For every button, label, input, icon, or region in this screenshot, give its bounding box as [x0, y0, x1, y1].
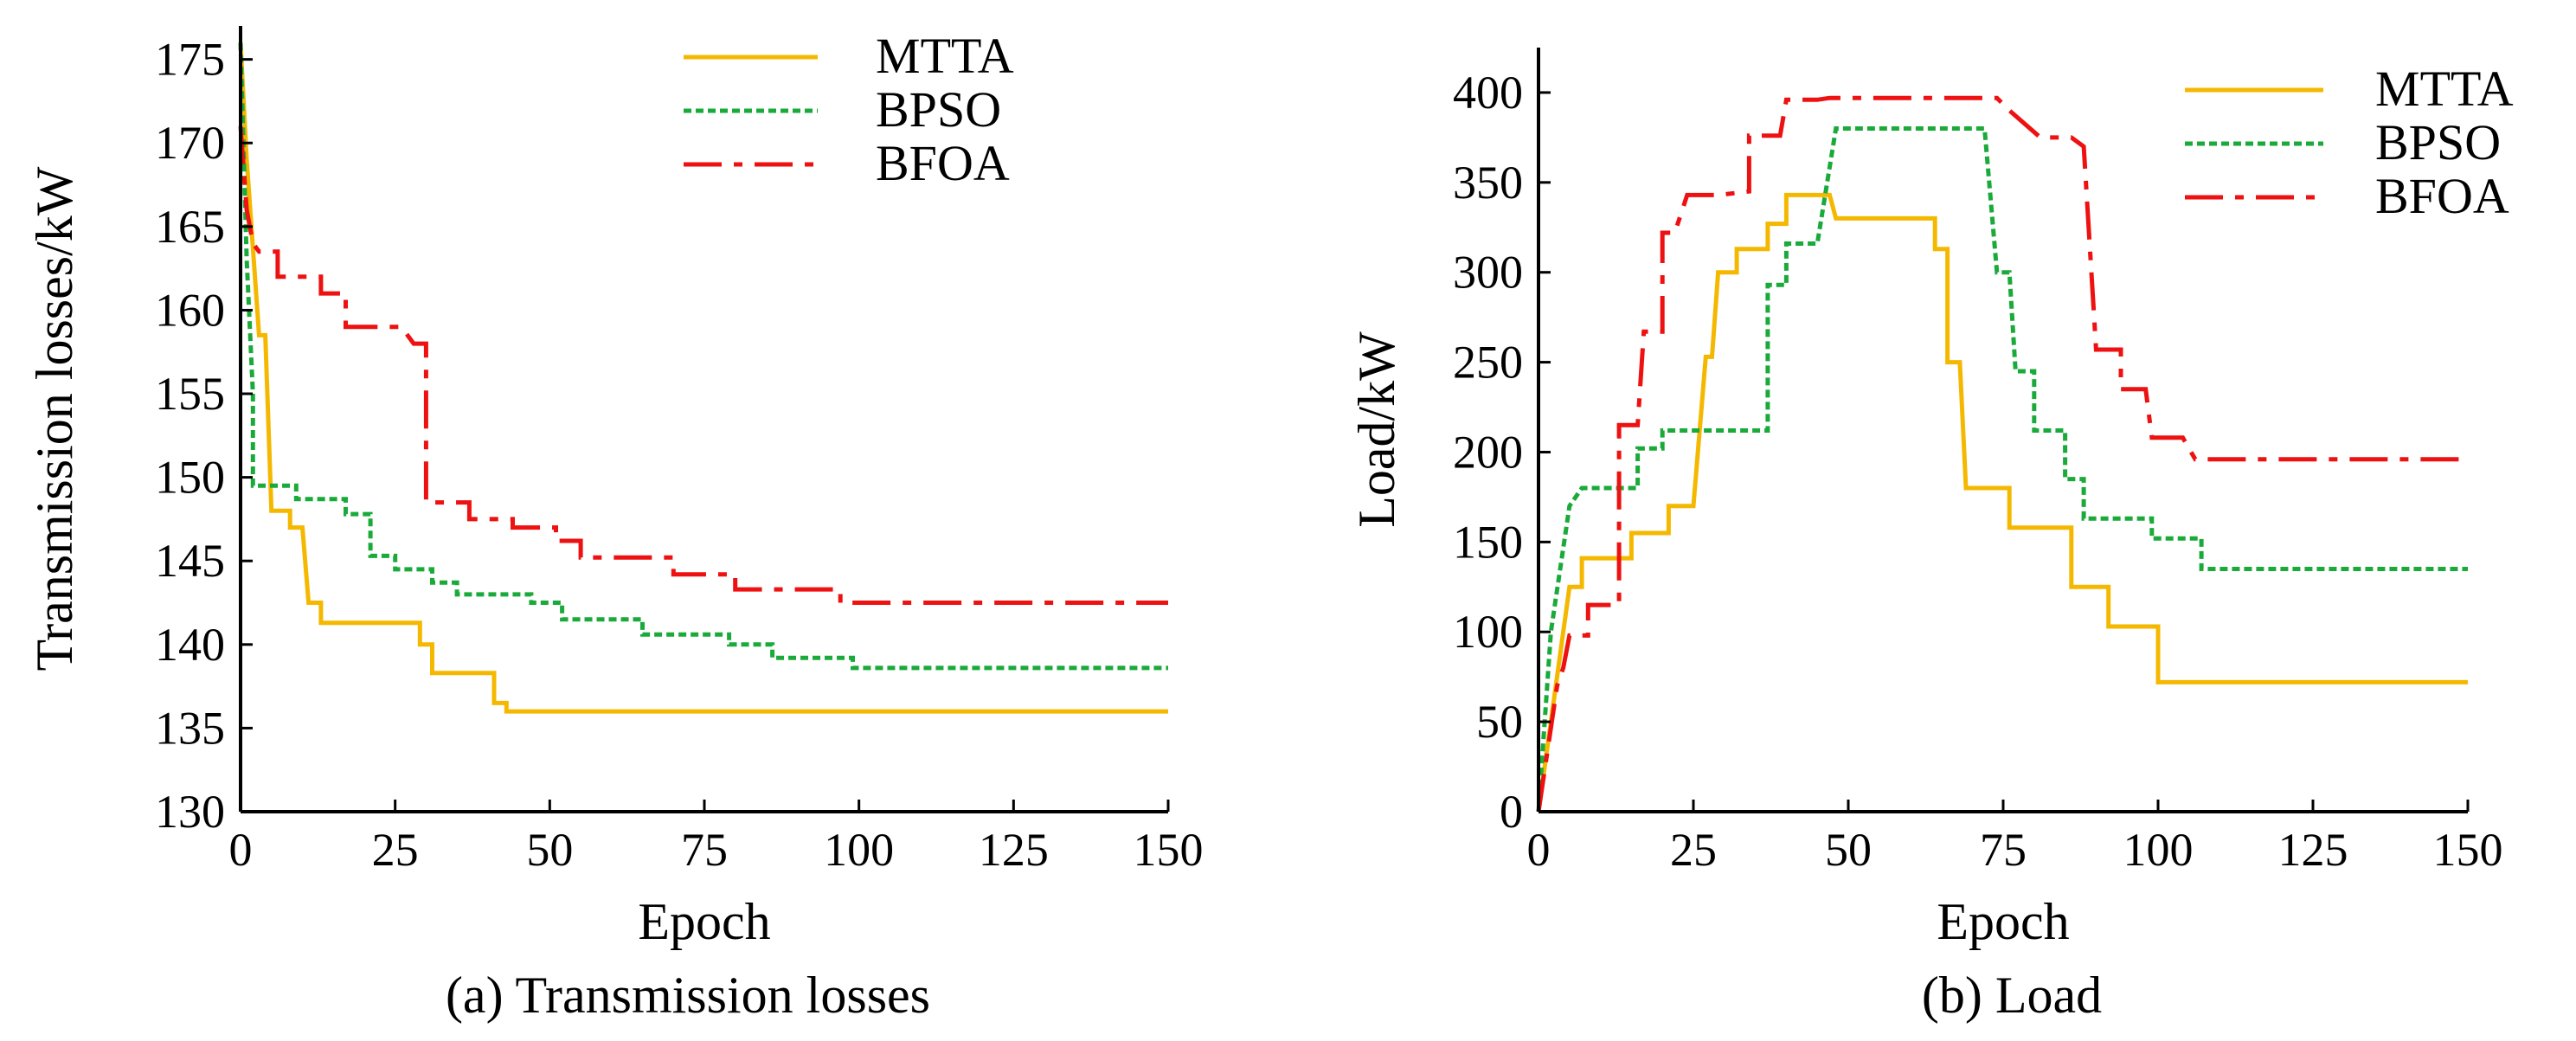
y-tick-label-a-2: 140 [155, 619, 225, 671]
y-tick-label-a-9: 175 [155, 34, 225, 86]
series-line-a-mtta [238, 42, 1168, 714]
y-axis-label-a: Transmission losses/kW [26, 166, 83, 671]
y-tick-label-b-7: 350 [1453, 157, 1523, 209]
x-tick-label-b-0: 0 [1527, 824, 1551, 876]
x-tick-label-b-4: 100 [2123, 824, 2194, 876]
y-tick-label-b-6: 300 [1453, 247, 1523, 299]
panel-transmission-losses: 0 25 50 75 100 125 150 130 135 140 145 150 155 160 165… [26, 26, 1204, 1024]
legend-label-b-mtta: MTTA [2375, 61, 2514, 117]
y-tick-label-a-6: 160 [155, 284, 225, 336]
legend-label-a-bfoa: BFOA [876, 135, 1010, 191]
legend-label-b-bfoa: BFOA [2375, 168, 2509, 224]
series-layer-a [238, 42, 1168, 714]
series-line-b-mtta [1536, 192, 2468, 813]
x-tick-label-b-5: 125 [2278, 824, 2348, 876]
x-tick-label-b-1: 25 [1670, 824, 1717, 876]
caption-a: (a) Transmission losses [446, 967, 930, 1024]
x-tick-label-a-0: 0 [229, 824, 253, 876]
x-tick-label-a-1: 25 [372, 824, 419, 876]
series-line-b-bfoa [1536, 95, 2468, 813]
y-tick-label-b-8: 400 [1453, 67, 1523, 119]
series-line-a-bfoa [238, 125, 1168, 605]
axes-b [1537, 48, 2468, 813]
y-tick-label-b-3: 150 [1453, 516, 1523, 568]
y-tick-label-b-0: 0 [1500, 786, 1523, 838]
y-tick-label-b-2: 100 [1453, 606, 1523, 658]
x-tick-label-a-4: 100 [824, 824, 894, 876]
panel-load: 0 25 50 75 100 125 150 0 50 100 150 200 250 300 350 400… [1348, 48, 2514, 1024]
y-axis-label-b: Load/kW [1348, 331, 1405, 528]
x-tick-label-a-3: 75 [681, 824, 728, 876]
series-line-b-bpso [1536, 126, 2468, 813]
y-tick-label-a-3: 145 [155, 535, 225, 587]
x-tick-label-a-5: 125 [979, 824, 1049, 876]
legend-label-b-bpso: BPSO [2375, 114, 2501, 170]
x-tick-label-a-6: 150 [1134, 824, 1204, 876]
ticks-b: 0 25 50 75 100 125 150 0 50 100 150 200 250 300 350 400 [1453, 67, 2503, 876]
y-tick-label-a-1: 135 [155, 702, 225, 754]
caption-b: (b) Load [1922, 967, 2102, 1024]
y-tick-label-a-5: 155 [155, 368, 225, 420]
ticks-a: 0 25 50 75 100 125 150 130 135 140 145 150 155 160 165… [155, 34, 1204, 876]
x-axis-label-a: Epoch [638, 893, 770, 950]
axes-a [239, 26, 1168, 813]
y-tick-label-b-1: 50 [1476, 696, 1523, 748]
y-tick-label-a-7: 165 [155, 201, 225, 253]
y-tick-label-b-4: 200 [1453, 426, 1523, 478]
y-tick-label-a-8: 170 [155, 117, 225, 169]
x-tick-label-b-2: 50 [1825, 824, 1872, 876]
series-layer-b [1536, 95, 2468, 813]
series-line-a-bpso [238, 42, 1168, 671]
y-tick-label-a-4: 150 [155, 452, 225, 504]
legend-label-a-mtta: MTTA [876, 28, 1014, 84]
x-tick-label-b-6: 150 [2433, 824, 2503, 876]
x-axis-label-b: Epoch [1937, 893, 2069, 950]
x-tick-label-a-2: 50 [526, 824, 573, 876]
x-tick-label-b-3: 75 [1980, 824, 2027, 876]
y-tick-label-b-5: 250 [1453, 337, 1523, 389]
legend-label-a-bpso: BPSO [876, 81, 1001, 138]
y-tick-label-a-0: 130 [155, 786, 225, 838]
